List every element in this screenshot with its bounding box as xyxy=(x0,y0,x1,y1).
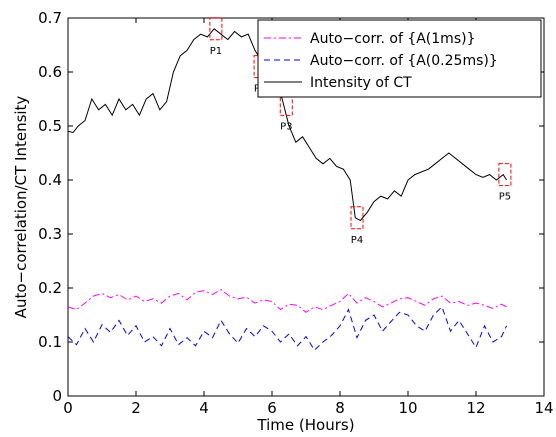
x-tick-label: 2 xyxy=(131,399,141,417)
y-tick-label: 0.6 xyxy=(38,63,62,81)
tick-layer: 0 2 4 6 8 10 12 14 0 0.1 0.2 0.3 0.4 0.5 0.6 0.7 xyxy=(38,9,553,417)
series-line-1 xyxy=(67,306,508,351)
annotation-box xyxy=(209,17,223,41)
y-tick-label: 0 xyxy=(52,387,62,405)
x-axis-label: Time (Hours) xyxy=(256,416,354,434)
y-tick-label: 0.5 xyxy=(38,117,62,135)
y-tick-label: 0.7 xyxy=(38,9,62,27)
y-tick-label: 0.1 xyxy=(38,333,62,351)
annotation-label: P3 xyxy=(280,121,292,132)
x-tick-label: 4 xyxy=(199,399,209,417)
series-line-0 xyxy=(67,289,507,313)
annotation-label: P5 xyxy=(499,192,511,203)
x-tick-label: 0 xyxy=(63,399,73,417)
annotation-label: P4 xyxy=(351,235,363,246)
y-axis-label: Auto−correlation/CT Intensity xyxy=(12,96,30,319)
x-tick-label: 8 xyxy=(335,399,345,417)
legend-label: Auto−corr. of {A(1ms)} xyxy=(310,31,475,47)
legend-label: Intensity of CT xyxy=(310,75,412,91)
legend-label: Auto−corr. of {A(0.25ms)} xyxy=(310,53,498,69)
x-tick-label: 12 xyxy=(466,399,485,417)
x-tick-label: 6 xyxy=(267,399,277,417)
x-tick-label: 10 xyxy=(398,399,417,417)
legend: Auto−corr. of {A(1ms)} Auto−corr. of {A(0… xyxy=(257,19,542,98)
x-tick-label: 14 xyxy=(534,399,553,417)
y-tick-label: 0.4 xyxy=(38,171,62,189)
annotation-box xyxy=(498,163,512,187)
series-line-2 xyxy=(67,28,508,222)
series-layer xyxy=(67,28,508,351)
legend-box xyxy=(257,19,542,98)
annotation-box xyxy=(350,206,364,230)
annotation-label: P1 xyxy=(210,46,222,57)
y-tick-label: 0.2 xyxy=(38,279,62,297)
y-tick-label: 0.3 xyxy=(38,225,62,243)
